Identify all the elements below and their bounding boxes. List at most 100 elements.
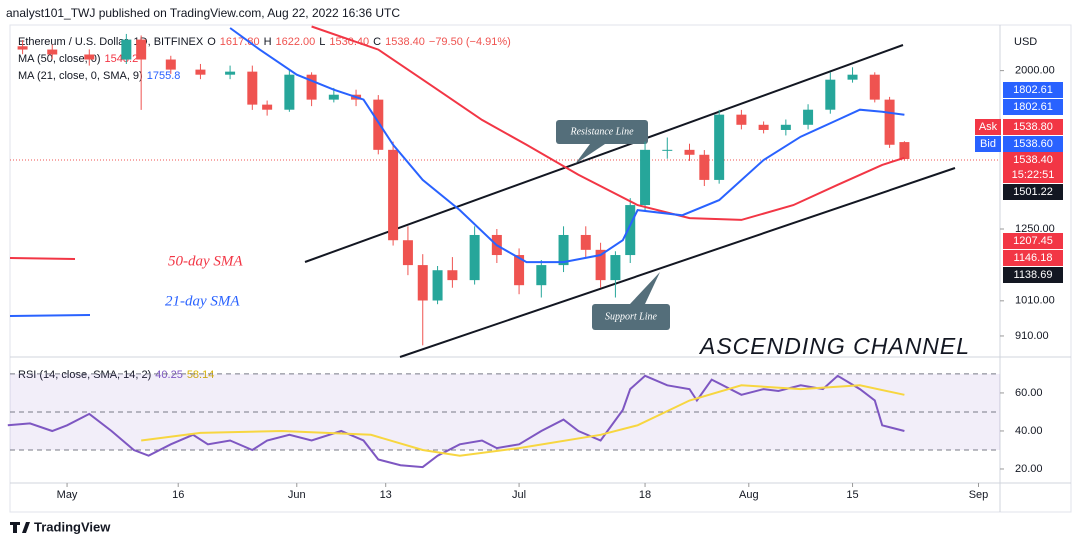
sma21-key [9, 314, 91, 317]
candle-body [595, 249, 606, 281]
price-label-box [1003, 250, 1063, 266]
legend-item: 1755.8 [147, 70, 181, 82]
y-tick-label: 910.00 [1015, 330, 1049, 342]
candle-body [536, 265, 547, 286]
sma21-label: 21-day SMA [165, 293, 240, 309]
legend-line: RSI (14, close, SMA, 14, 2) 40.25 58.14 [18, 369, 214, 381]
price-label-box [1003, 82, 1063, 98]
price-label: 1138.69 [1014, 269, 1053, 281]
candle-body [625, 205, 636, 256]
legend-item: 40.25 [155, 369, 183, 381]
x-tick-label: Aug [739, 489, 759, 501]
legend-line: MA (50, close, 0)1548.2 [18, 53, 138, 65]
legend-item: −79.50 (−4.91%) [429, 36, 511, 48]
price-label-box [1003, 184, 1063, 200]
candle-body [514, 255, 525, 286]
candle-body [736, 114, 747, 125]
x-tick-label: 16 [172, 489, 184, 501]
price-label-box [1003, 267, 1063, 283]
price-label-box [1003, 99, 1063, 115]
legend-item: H [264, 36, 272, 48]
currency: USD [1014, 36, 1037, 48]
price-label: 1802.61 [1013, 101, 1053, 113]
legend-item: O [207, 36, 216, 48]
candle-body [610, 255, 621, 281]
legend-item: MA (21, close, 0, SMA, 9) [18, 70, 143, 82]
candle-body [373, 99, 384, 150]
legend-item: Ethereum / U.S. Dollar, 1D, BITFINEX [18, 36, 204, 48]
resistance-callout: Resistance Line [556, 120, 648, 164]
sma50-key [9, 257, 76, 260]
price-tag: Bid [980, 138, 996, 150]
support-callout: Support Line [592, 272, 670, 330]
candle-body [47, 49, 58, 55]
candle-body [432, 270, 443, 301]
candle-body [388, 149, 399, 241]
support-line [399, 167, 956, 358]
y-tick-label: 1250.00 [1015, 223, 1055, 235]
price-label: 1802.61 [1013, 84, 1053, 96]
x-tick-label: Jul [512, 489, 526, 501]
candle-body [225, 71, 236, 75]
price-tag-box [975, 119, 1001, 135]
candle-body [869, 74, 880, 100]
candle-body [662, 149, 673, 151]
legend-line: MA (21, close, 0, SMA, 9) 1755.8 [18, 70, 180, 82]
x-tick-label: 13 [380, 489, 392, 501]
candle-body [847, 74, 858, 80]
candle-body [640, 149, 651, 206]
series-line [141, 384, 905, 457]
resistance-label: Resistance Line [569, 126, 634, 137]
resistance-line [304, 44, 904, 263]
candle-body [699, 154, 710, 180]
candle-body [247, 71, 258, 105]
candle-body [17, 46, 28, 50]
legend-item: 1622.00 [276, 36, 316, 48]
candle-body [825, 79, 836, 110]
series-line [229, 27, 905, 264]
channel-title: ASCENDING CHANNEL [698, 333, 970, 359]
candle-body [121, 39, 132, 60]
price-label: 1538.80 [1013, 121, 1053, 133]
candle-body [136, 39, 147, 60]
candle-body [284, 74, 295, 110]
candle-body [758, 124, 769, 130]
y-tick-label: 2000.00 [1015, 65, 1055, 77]
price-label: 1538.60 [1013, 138, 1053, 150]
footer-logo: TradingView [10, 519, 111, 534]
candle-body [447, 270, 458, 281]
candle-body [899, 142, 910, 160]
sma50-label: 50-day SMA [168, 253, 243, 269]
candle-body [469, 234, 480, 281]
x-tick-label: Sep [969, 489, 989, 501]
candle-body [884, 99, 895, 145]
x-tick-label: 15 [846, 489, 858, 501]
candle-body [780, 124, 791, 130]
y-tick-label: 60.00 [1015, 387, 1043, 399]
candle-body [306, 74, 317, 100]
candle-body [684, 149, 695, 155]
price-label: 1207.45 [1013, 235, 1053, 247]
price-label: 1501.22 [1013, 186, 1053, 198]
support-label: Support Line [605, 311, 658, 322]
candle-body [558, 234, 569, 266]
x-tick-label: May [57, 489, 78, 501]
candle-body [165, 59, 176, 70]
price-label-box [1003, 233, 1063, 249]
legend-item: MA (50, close, 0) [18, 53, 101, 65]
header: analyst101_TWJ published on TradingView.… [6, 6, 400, 20]
series-line [7, 374, 905, 469]
candle-body [580, 234, 591, 250]
price-label-box [1003, 136, 1063, 152]
candle-body [84, 54, 95, 60]
footer: TradingView [34, 519, 111, 534]
price-tag-box [975, 136, 1001, 152]
legend-item: 58.14 [187, 369, 215, 381]
candle-body [714, 114, 725, 180]
legend-item: C [373, 36, 381, 48]
legend-line: Ethereum / U.S. Dollar, 1D, BITFINEX O 161… [18, 36, 511, 48]
y-tick-label: 20.00 [1015, 463, 1043, 475]
candle-body [195, 69, 206, 75]
